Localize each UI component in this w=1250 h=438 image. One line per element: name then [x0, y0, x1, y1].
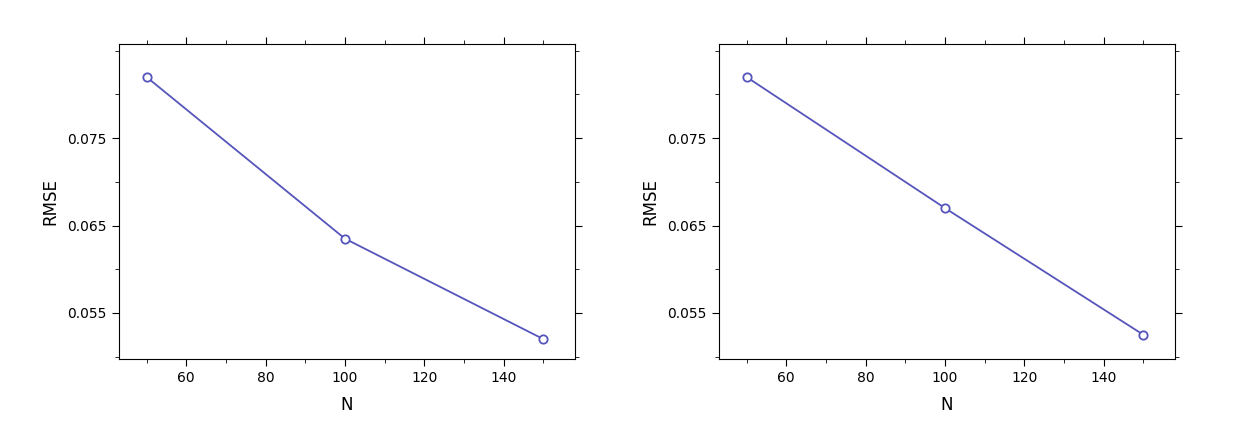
Y-axis label: RMSE: RMSE	[41, 178, 59, 225]
X-axis label: N: N	[941, 396, 954, 414]
X-axis label: N: N	[340, 396, 354, 414]
Y-axis label: RMSE: RMSE	[641, 178, 659, 225]
